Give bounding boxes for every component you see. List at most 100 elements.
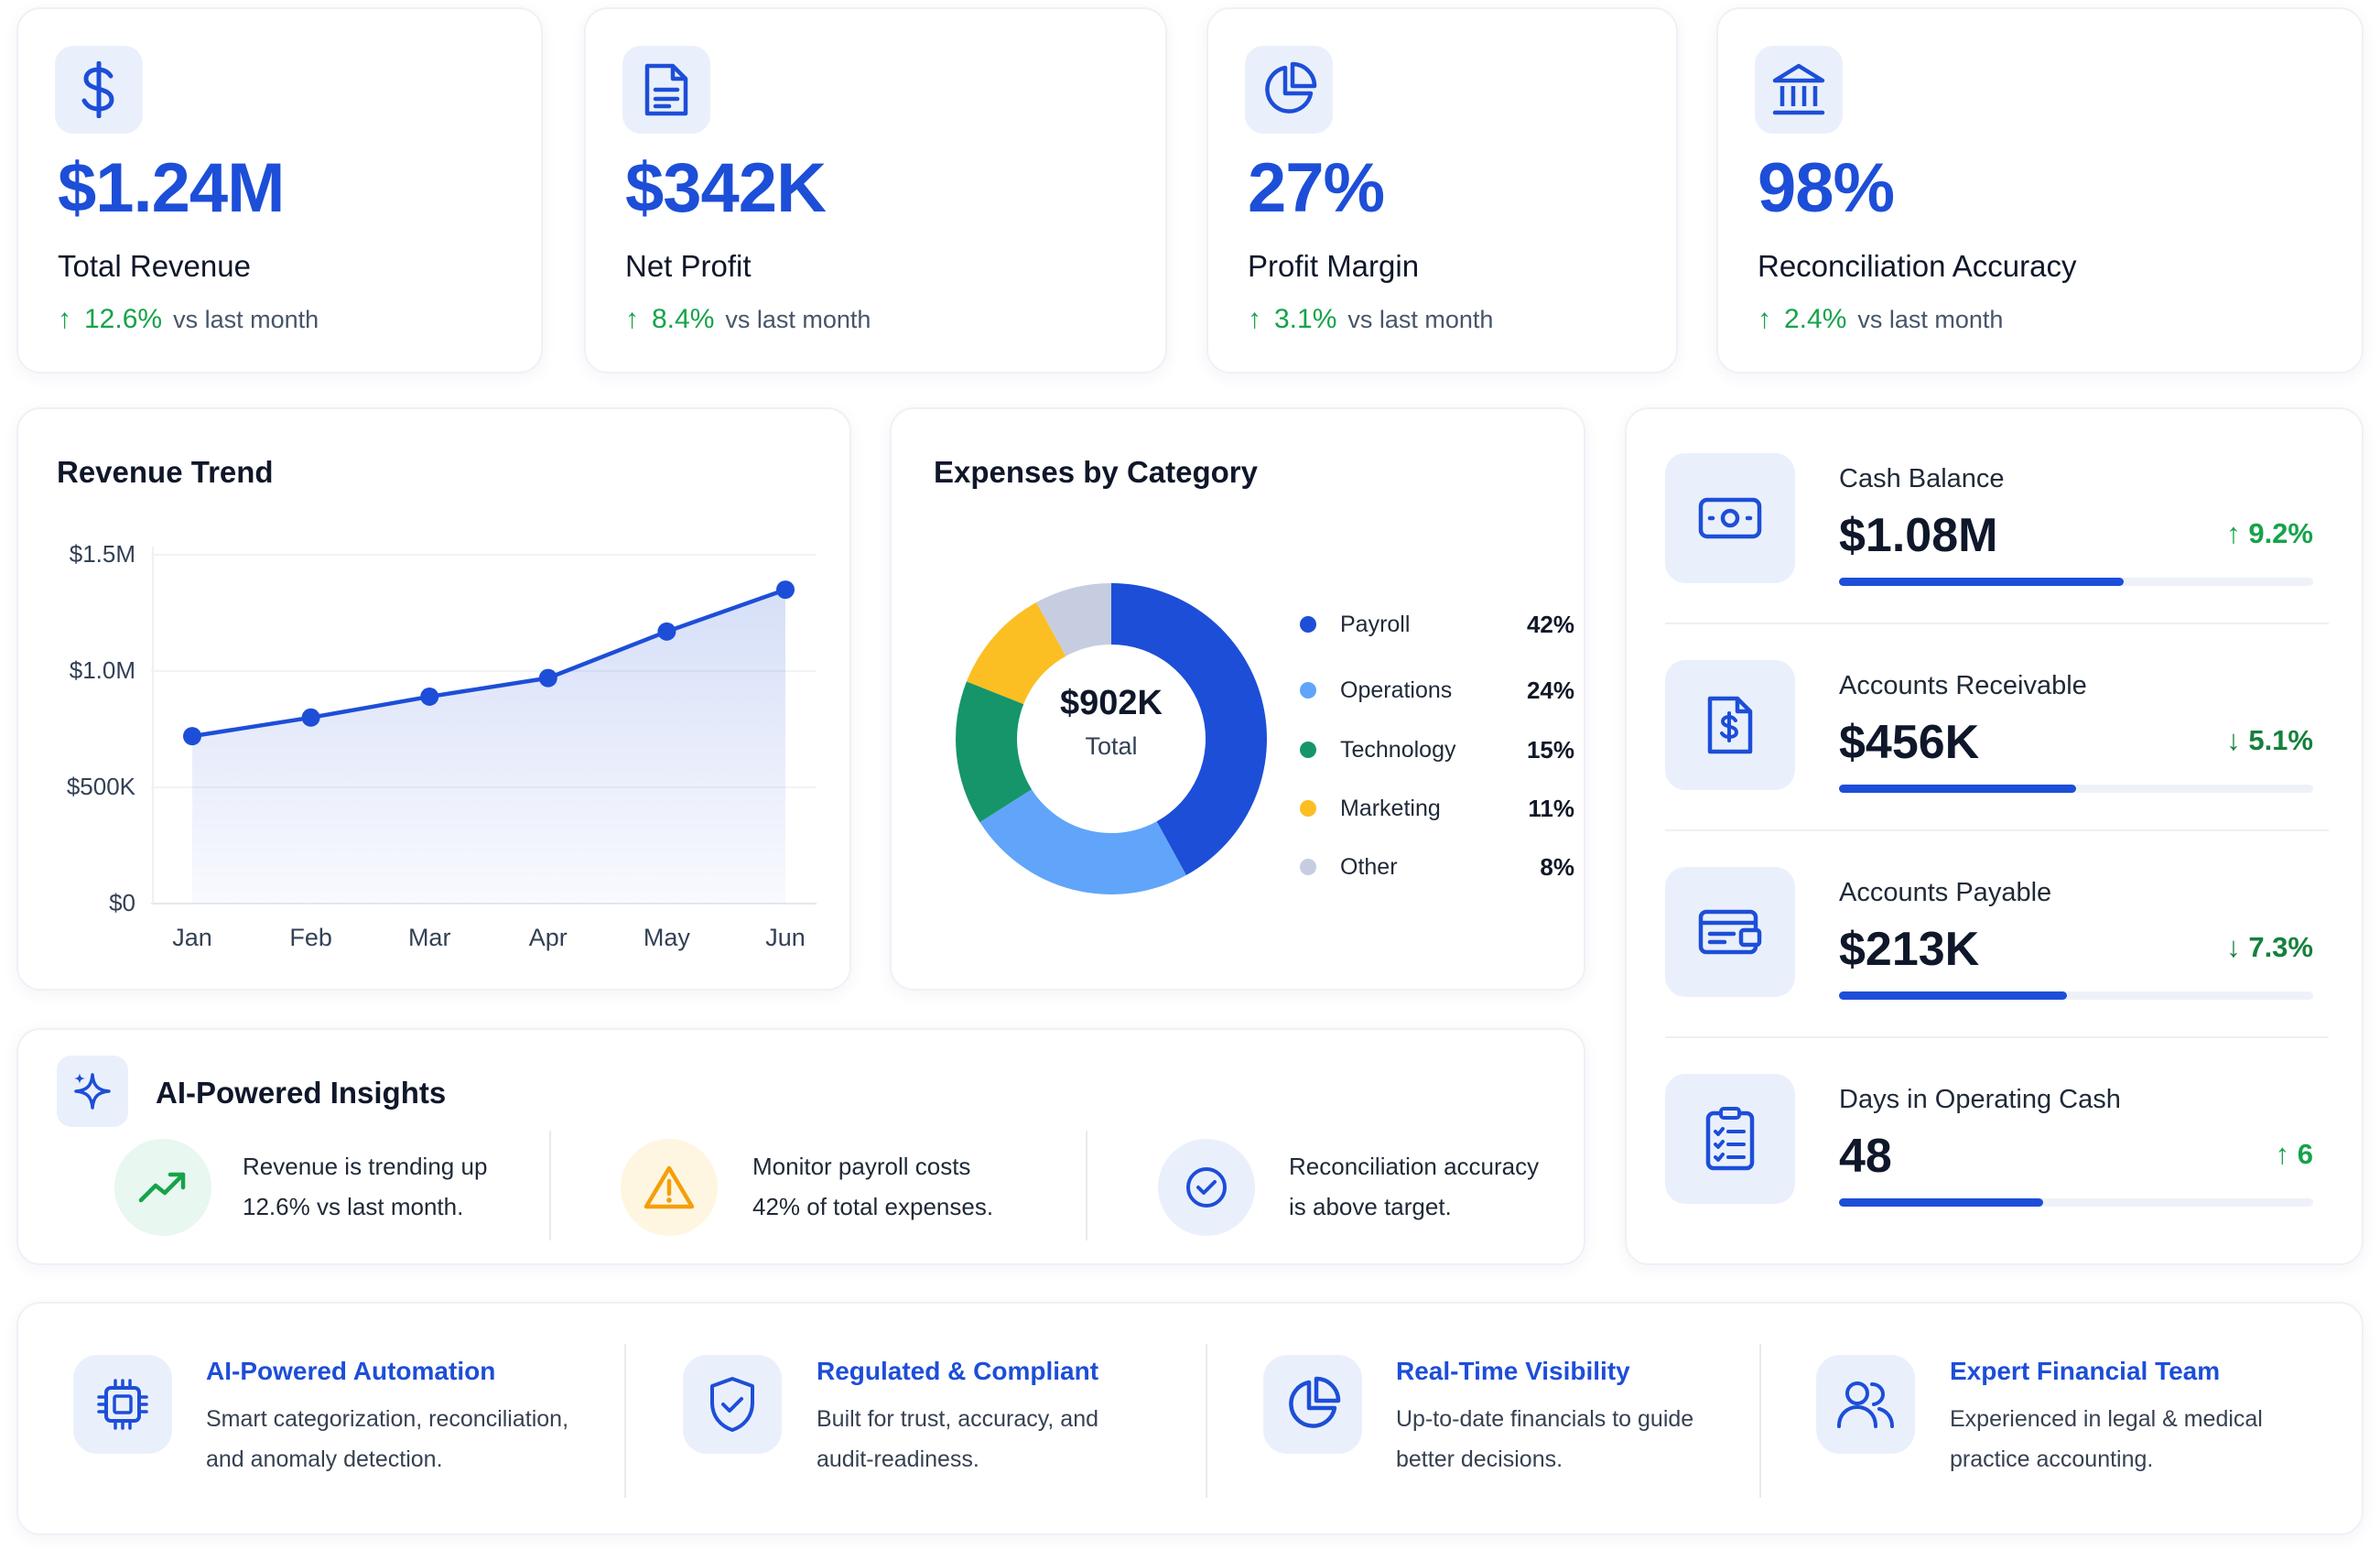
- legend-label: Operations: [1340, 677, 1453, 703]
- legend-value: 24%: [1526, 676, 1574, 704]
- metric-divider: [1665, 829, 2329, 831]
- kpi-change-value: 12.6%: [84, 304, 163, 334]
- x-tick-label: Mar: [407, 924, 451, 951]
- insight-line: Monitor payroll costs: [752, 1153, 971, 1180]
- metric-cash-balance: Cash Balance $1.08M ↑ 9.2%: [1627, 418, 2377, 620]
- x-tick-label: Jun: [765, 924, 806, 951]
- kpi-change-value: 2.4%: [1784, 304, 1847, 334]
- legend-item-marketing: Marketing 11%: [1300, 790, 1574, 827]
- y-tick-label: $1.5M: [69, 540, 135, 568]
- kpi-label: Net Profit: [625, 249, 752, 283]
- donut-slice-marketing: [966, 602, 1066, 705]
- metric-change: ↓ 5.1%: [2226, 724, 2313, 756]
- metric-change: ↑ 9.2%: [2226, 517, 2313, 549]
- legend-swatch: [1300, 616, 1316, 633]
- metric-label: Days in Operating Cash: [1839, 1085, 2121, 1114]
- feature-line: better decisions.: [1396, 1446, 1563, 1472]
- kpi-card-reconciliation: 98% Reconciliation Accuracy ↑ 2.4% vs last…: [1716, 7, 2364, 374]
- insight-line: is above target.: [1289, 1193, 1452, 1220]
- legend-value: 15%: [1526, 735, 1574, 764]
- legend-label: Payroll: [1340, 611, 1411, 637]
- metric-label: Accounts Receivable: [1839, 671, 2087, 700]
- insights-title: AI-Powered Insights: [156, 1076, 447, 1110]
- revenue-point-jun: [776, 580, 795, 600]
- metric-progress-fill: [1839, 578, 2124, 586]
- revenue-trend-chart: [151, 547, 817, 904]
- metric-progress-track: [1839, 578, 2313, 586]
- metric-accounts-payable: Accounts Payable $213K ↓ 7.3%: [1627, 832, 2377, 1034]
- card-icon: [1665, 867, 1795, 997]
- revenue-trend-title: Revenue Trend: [57, 455, 274, 489]
- feature-line: Built for trust, accuracy, and: [817, 1406, 1098, 1432]
- insight-divider: [1086, 1131, 1087, 1240]
- kpi-value: 27%: [1248, 149, 1385, 227]
- metric-progress-fill: [1839, 991, 2067, 1000]
- feature-line: Smart categorization, reconciliation,: [206, 1406, 569, 1432]
- expenses-legend: Payroll 42% Operations 24% Technology 15% Mark…: [1300, 409, 1574, 992]
- x-tick-label: Apr: [528, 924, 568, 951]
- legend-item-payroll: Payroll 42%: [1300, 606, 1574, 643]
- revenue-trend-card: Revenue Trend $0 $500K $1.0M $1.5M Jan Feb Ma…: [16, 407, 851, 991]
- legend-swatch: [1300, 742, 1316, 758]
- revenue-point-apr: [538, 668, 557, 688]
- kpi-change: ↑ 3.1% vs last month: [1248, 304, 1493, 335]
- feature-title: AI-Powered Automation: [206, 1357, 496, 1385]
- insight-divider: [549, 1131, 551, 1240]
- metric-value: $213K: [1839, 923, 1980, 976]
- legend-swatch: [1300, 800, 1316, 817]
- insights-card: AI-Powered Insights Revenue is trending …: [16, 1028, 1585, 1265]
- cash-icon: [1665, 453, 1795, 583]
- legend-label: Technology: [1340, 736, 1456, 763]
- kpi-change-suffix: vs last month: [1857, 305, 2004, 333]
- donut-slice-operations: [979, 789, 1186, 895]
- revenue-area: [192, 590, 785, 904]
- check-circle-icon: [1158, 1139, 1255, 1236]
- kpi-card-net-profit: $342K Net Profit ↑ 8.4% vs last month: [584, 7, 1167, 374]
- dollar-icon: [55, 46, 143, 134]
- legend-value: 11%: [1528, 794, 1574, 822]
- metric-progress-track: [1839, 1198, 2313, 1207]
- kpi-change: ↑ 8.4% vs last month: [625, 304, 871, 335]
- legend-swatch: [1300, 859, 1316, 875]
- kpi-value: $1.24M: [58, 149, 285, 227]
- metric-change: ↓ 7.3%: [2226, 931, 2313, 963]
- x-tick-label: May: [643, 924, 690, 951]
- kpi-change-suffix: vs last month: [173, 305, 319, 333]
- metric-value: 48: [1839, 1130, 1892, 1183]
- expenses-donut-chart: [956, 583, 1267, 895]
- feature-line: Up-to-date financials to guide: [1396, 1406, 1694, 1432]
- revenue-point-jan: [183, 727, 201, 746]
- kpi-label: Reconciliation Accuracy: [1758, 249, 2077, 283]
- insight-reconciliation-text: Reconciliation accuracy is above target.: [1289, 1146, 1539, 1227]
- legend-item-operations: Operations 24%: [1300, 672, 1574, 709]
- metric-progress-fill: [1839, 1198, 2043, 1207]
- donut-slice-other: [1036, 583, 1111, 656]
- legend-value: 42%: [1526, 610, 1574, 638]
- metric-change: ↑ 6: [2275, 1138, 2313, 1170]
- trending-up-icon: [114, 1139, 211, 1236]
- arrow-up-icon: ↑: [58, 304, 71, 334]
- kpi-card-profit-margin: 27% Profit Margin ↑ 3.1% vs last month: [1206, 7, 1678, 374]
- legend-value: 8%: [1540, 852, 1574, 881]
- shield-check-icon: [683, 1355, 782, 1454]
- expenses-title: Expenses by Category: [934, 455, 1258, 489]
- metric-divider: [1665, 1036, 2329, 1038]
- metric-divider: [1665, 623, 2329, 624]
- arrow-up-icon: ↑: [1758, 304, 1771, 334]
- metric-progress-track: [1839, 785, 2313, 793]
- kpi-label: Total Revenue: [58, 249, 251, 283]
- kpi-label: Profit Margin: [1248, 249, 1420, 283]
- revenue-point-feb: [301, 708, 320, 727]
- kpi-change-value: 8.4%: [652, 304, 715, 334]
- insight-trend-text: Revenue is trending up 12.6% vs last mon…: [243, 1146, 487, 1227]
- pie-icon: [1263, 1355, 1362, 1454]
- feature-line: Experienced in legal & medical: [1950, 1406, 2263, 1432]
- kpi-change-value: 3.1%: [1274, 304, 1337, 334]
- kpi-card-total-revenue: $1.24M Total Revenue ↑ 12.6% vs last month: [16, 7, 543, 374]
- kpi-change-suffix: vs last month: [1347, 305, 1494, 333]
- metrics-card: Cash Balance $1.08M ↑ 9.2% Accounts Receiva…: [1625, 407, 2364, 1265]
- insight-line: 42% of total expenses.: [752, 1193, 994, 1220]
- bank-icon: [1755, 46, 1843, 134]
- checklist-icon: [1665, 1074, 1795, 1204]
- arrow-up-icon: ↑: [1248, 304, 1261, 334]
